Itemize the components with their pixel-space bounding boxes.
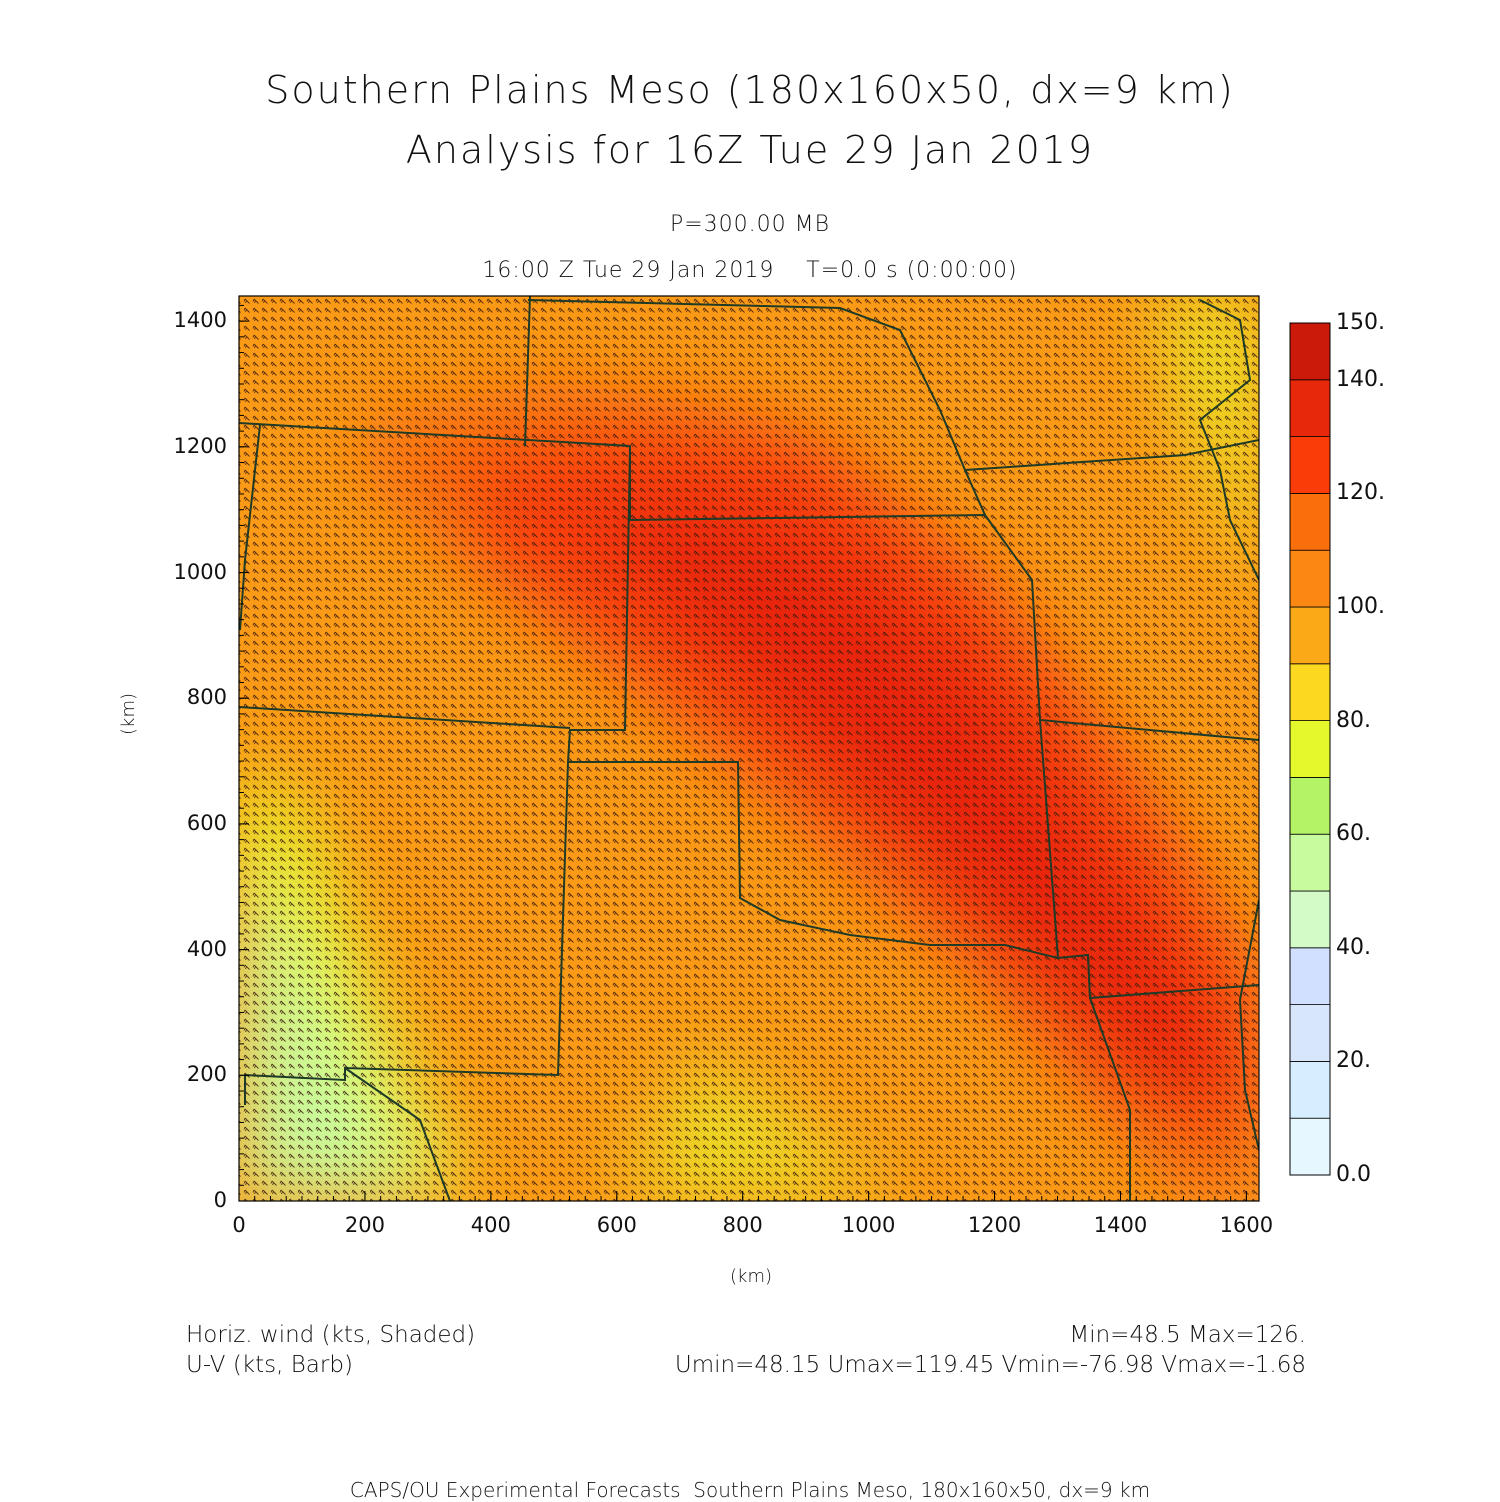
y-tick-label: 1400 — [173, 308, 227, 333]
colorbar-label: 120. — [1336, 480, 1385, 506]
colorbar-swatch — [1289, 1117, 1331, 1176]
valid-time: 16:00 Z Tue 29 Jan 2019 T=0.0 s (0:00:00… — [482, 258, 1018, 283]
y-tick-label: 200 — [186, 1062, 227, 1087]
x-tick-label: 1000 — [841, 1213, 896, 1237]
colorbar-label: 20. — [1336, 1048, 1371, 1074]
colorbar-swatch — [1289, 1004, 1331, 1062]
pressure-level: P=300.00 MB — [669, 212, 831, 237]
y-tick-label: 600 — [186, 810, 227, 835]
colorbar-swatch — [1289, 777, 1331, 835]
x-axis-label: (km) — [730, 1266, 773, 1287]
y-tick-label: 0 — [213, 1188, 227, 1212]
y-tick-label: 400 — [186, 936, 227, 961]
x-tick-label: 200 — [344, 1213, 385, 1237]
footer-credit: CAPS/OU Experimental Forecasts Southern … — [349, 1478, 1151, 1502]
wind-speed-shading — [239, 296, 1259, 1201]
colorbar-swatch — [1289, 379, 1331, 437]
plot-frame — [238, 295, 1260, 1202]
y-tick-label: 1000 — [173, 559, 227, 584]
y-axis-label: (km) — [118, 692, 139, 735]
colorbar-swatch — [1289, 492, 1331, 551]
state-boundaries — [239, 296, 1259, 1201]
colorbar-label: 40. — [1336, 934, 1371, 960]
uv-stats: Umin=48.15 Umax=119.45 Vmin=-76.98 Vmax=… — [674, 1352, 1306, 1378]
colorbar-swatch — [1289, 663, 1331, 721]
colorbar — [1289, 322, 1331, 1176]
colorbar-swatch — [1289, 322, 1331, 381]
x-tick-label: 1400 — [1093, 1213, 1148, 1237]
colorbar-swatch — [1289, 720, 1331, 778]
colorbar-label: 80. — [1336, 707, 1371, 733]
colorbar-swatch — [1289, 890, 1331, 949]
min-max-stats: Min=48.5 Max=126. — [1069, 1322, 1306, 1348]
colorbar-label: 0.0 — [1336, 1162, 1371, 1187]
x-tick-label: 1200 — [967, 1213, 1022, 1237]
colorbar-swatch — [1289, 947, 1331, 1005]
colorbar-swatch — [1289, 606, 1331, 665]
x-tick-label: 600 — [596, 1213, 637, 1237]
colorbar-label: 150. — [1336, 310, 1385, 335]
y-tick-label: 800 — [186, 685, 227, 710]
chart-title-line2: Analysis for 16Z Tue 29 Jan 2019 — [405, 128, 1095, 172]
x-tick-label: 800 — [722, 1213, 763, 1237]
colorbar-swatch — [1289, 1061, 1331, 1119]
x-tick-label: 400 — [470, 1213, 511, 1237]
colorbar-label: 100. — [1336, 594, 1385, 619]
barb-legend-note: U-V (kts, Barb) — [186, 1352, 353, 1378]
colorbar-label: 60. — [1336, 821, 1371, 847]
y-tick-label: 1200 — [173, 433, 227, 458]
colorbar-swatch — [1289, 549, 1331, 608]
colorbar-label: 140. — [1336, 366, 1385, 392]
shading-legend-note: Horiz. wind (kts, Shaded) — [186, 1322, 476, 1348]
chart-title-line1: Southern Plains Meso (180x160x50, dx=9 k… — [265, 68, 1235, 112]
colorbar-swatch — [1289, 436, 1331, 494]
x-tick-label: 1600 — [1219, 1213, 1274, 1237]
x-tick-label: 0 — [232, 1213, 246, 1237]
colorbar-swatch — [1289, 833, 1331, 892]
